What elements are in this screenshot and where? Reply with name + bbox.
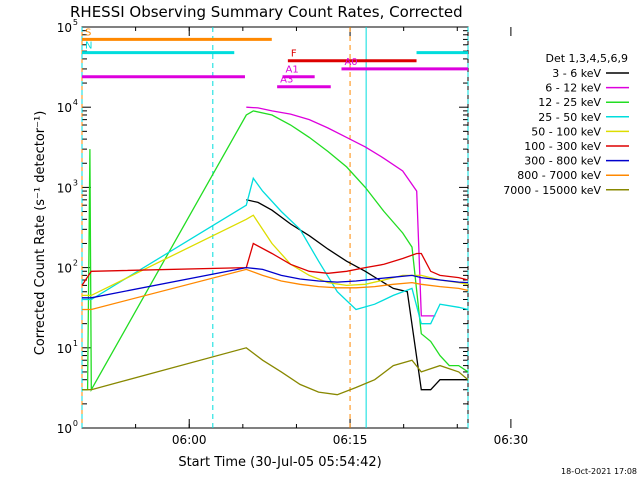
series-line [82,110,469,393]
series-line [82,176,469,325]
flag-label: A3 [280,75,293,86]
series-line [82,266,469,299]
y-axis-label: Corrected Count Rate (s⁻¹ detector⁻¹) [33,111,48,356]
series-line [81,242,469,286]
series-line [82,347,469,396]
x-axis-label: Start Time (30-Jul-05 05:54:42) [178,455,381,470]
series-line [82,214,469,297]
chart-title: RHESSI Observing Summary Count Rates, Co… [70,3,463,21]
legend-entry-label: 7000 - 15000 keV [503,184,601,197]
y-tick-label: 10 [57,181,72,195]
axes-layer: 10010110210310410506:0006:1506:3006:4507… [57,18,529,447]
y-tick-label: 10 [57,342,72,356]
series-line [246,199,468,391]
legend-entry-label: 3 - 6 keV [552,67,601,80]
series-line [82,268,469,311]
x-tick-label: 06:30 [494,433,529,447]
y-tick-exponent: 2 [73,259,78,268]
x-tick-label: 06:15 [333,433,368,447]
flag-label: N [85,41,92,52]
legend-entry-label: 100 - 300 keV [524,140,601,153]
legend-entry-label: 6 - 12 keV [545,82,601,95]
series-line [246,106,436,317]
series-lines [81,106,469,396]
legend-entry-label: 50 - 100 keV [531,125,601,138]
axis-labels: RHESSI Observing Summary Count Rates, Co… [33,3,637,476]
y-tick-exponent: 5 [73,18,78,27]
flag-label: A0 [344,57,357,68]
legend-entry-label: 300 - 800 keV [524,155,601,168]
y-tick-exponent: 3 [73,178,78,187]
y-tick-label: 10 [57,21,72,35]
legend-entry-label: 800 - 7000 keV [517,169,601,182]
flag-label: F [291,49,297,60]
y-tick-label: 10 [57,422,72,436]
y-tick-label: 10 [57,262,72,276]
y-tick-exponent: 1 [73,339,78,348]
y-tick-exponent: 4 [73,98,78,107]
y-tick-label: 10 [57,101,72,115]
flag-label: A1 [286,65,299,76]
y-tick-exponent: 0 [73,419,78,428]
flag-label: S [85,27,91,38]
date-stamp: 18-Oct-2021 17:08 [561,467,637,476]
legend-entry-label: 12 - 25 keV [538,96,601,109]
legend-entry-label: 25 - 50 keV [538,111,601,124]
legend-title: Det 1,3,4,5,6,9 [545,52,628,65]
vertical-markers [81,27,469,428]
x-tick-label: 06:00 [172,433,207,447]
